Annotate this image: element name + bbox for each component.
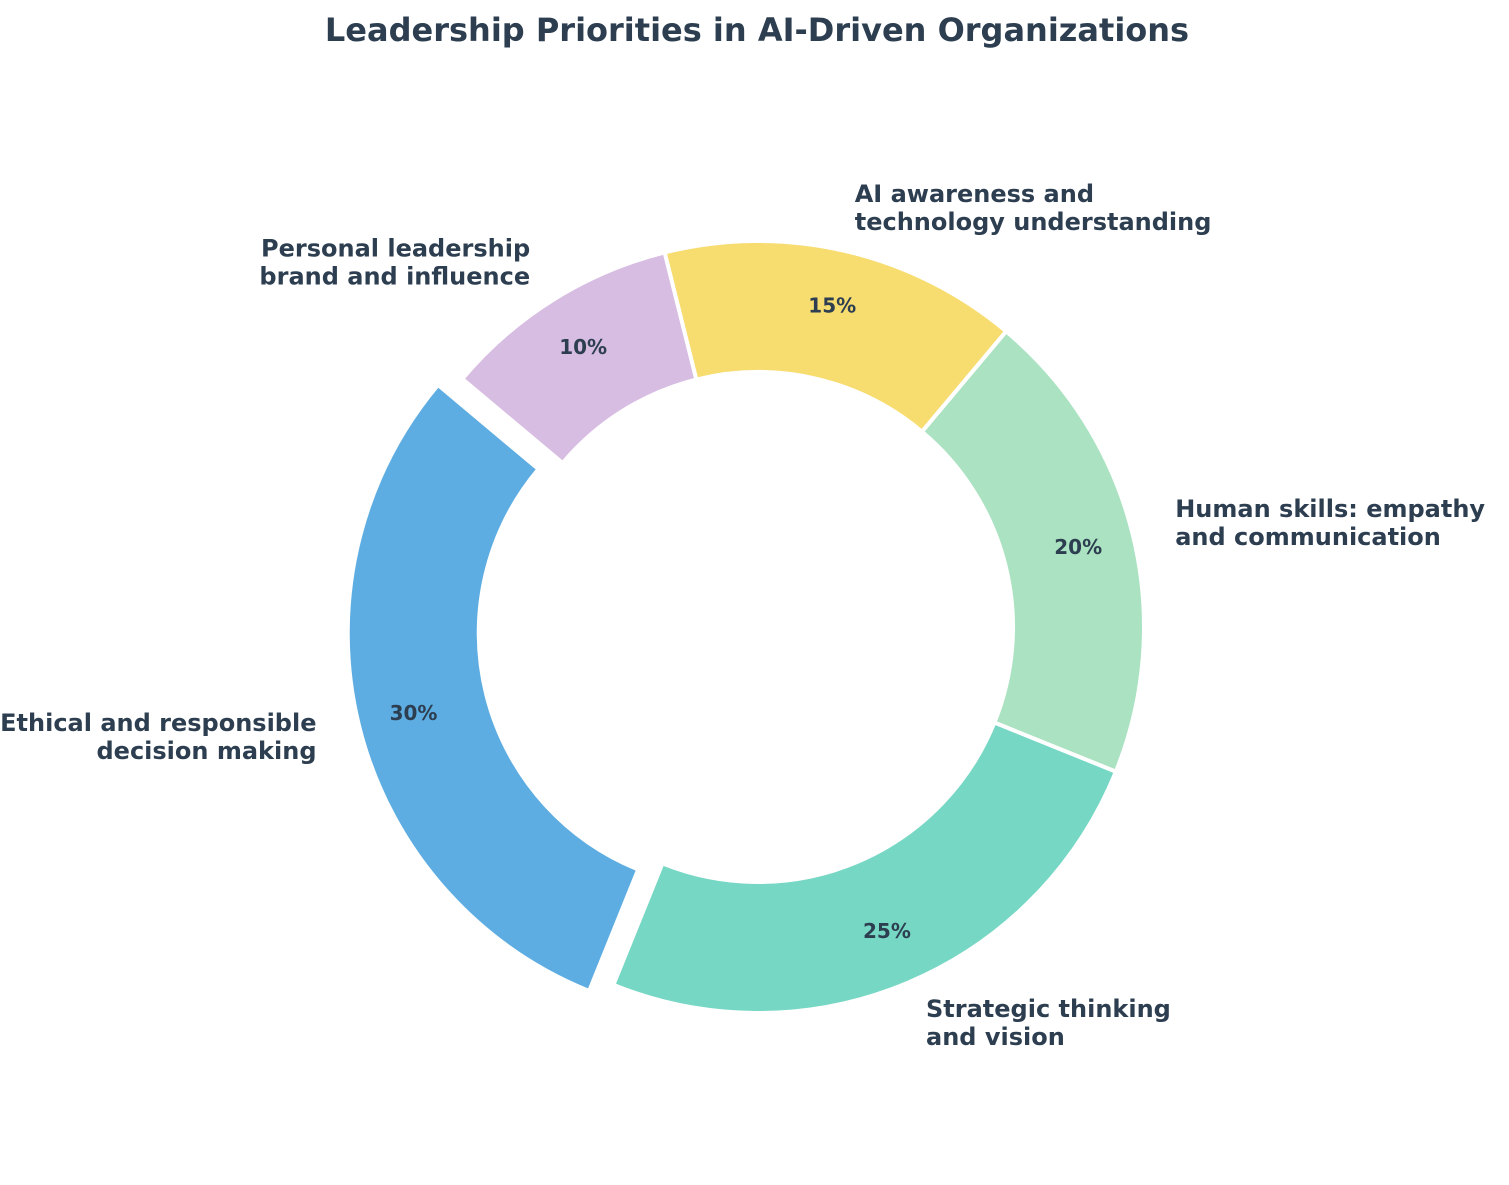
- slice-1: [611, 720, 1118, 1015]
- chart-title: Leadership Priorities in AI-Driven Organ…: [325, 11, 1189, 49]
- labels-layer: 30% Ethical and responsible decision makin…: [0, 180, 1485, 1051]
- slice-label-line: and communication: [1175, 523, 1441, 551]
- slice-label-line: Human skills: empathy: [1175, 495, 1485, 523]
- slice-label-line: AI awareness and: [855, 180, 1094, 208]
- pct-label-3: 15%: [808, 293, 856, 317]
- slice-label-3: AI awareness and technology understanding: [855, 180, 1212, 236]
- slice-label-line: decision making: [96, 737, 316, 765]
- slices-layer: [345, 239, 1146, 1015]
- slice-4: [460, 250, 699, 466]
- slice-2: [919, 329, 1146, 774]
- slice-label-line: Strategic thinking: [926, 995, 1171, 1023]
- slice-label-2: Human skills: empathy and communication: [1175, 495, 1485, 551]
- pct-label-2: 20%: [1054, 535, 1102, 559]
- slice-label-0: Ethical and responsible decision making: [0, 709, 316, 765]
- slice-label-line: technology understanding: [855, 208, 1212, 236]
- slice-label-line: and vision: [926, 1023, 1065, 1051]
- slice-label-4: Personal leadership brand and influence: [259, 234, 530, 290]
- slice-label-1: Strategic thinking and vision: [926, 995, 1171, 1051]
- slice-label-line: brand and influence: [259, 262, 530, 290]
- slice-0: [345, 382, 641, 993]
- pct-label-0: 30%: [390, 701, 438, 725]
- slice-label-line: Ethical and responsible: [0, 709, 316, 737]
- slice-label-line: Personal leadership: [261, 234, 530, 262]
- pct-label-4: 10%: [559, 335, 607, 359]
- pct-label-1: 25%: [863, 919, 911, 943]
